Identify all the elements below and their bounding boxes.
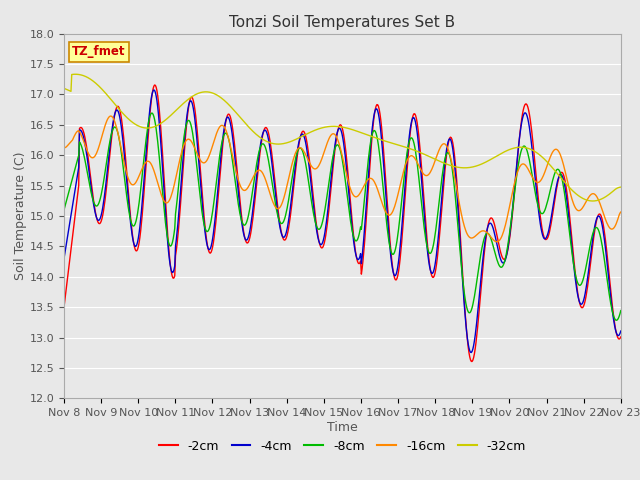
-8cm bbox=[127, 220, 135, 226]
-8cm bbox=[148, 110, 156, 116]
-2cm bbox=[60, 304, 68, 310]
-16cm bbox=[60, 145, 68, 151]
-8cm bbox=[617, 308, 625, 313]
-32cm bbox=[428, 155, 435, 160]
Title: Tonzi Soil Temperatures Set B: Tonzi Soil Temperatures Set B bbox=[229, 15, 456, 30]
-2cm bbox=[468, 359, 476, 364]
-8cm bbox=[428, 250, 435, 255]
-32cm bbox=[60, 85, 68, 91]
-16cm bbox=[107, 113, 115, 119]
-16cm bbox=[617, 209, 625, 215]
Text: TZ_fmet: TZ_fmet bbox=[72, 46, 126, 59]
-2cm bbox=[151, 82, 159, 88]
-8cm bbox=[60, 207, 68, 213]
X-axis label: Time: Time bbox=[327, 421, 358, 434]
-4cm bbox=[60, 256, 68, 262]
-32cm bbox=[617, 184, 625, 190]
-16cm bbox=[214, 127, 222, 132]
-4cm bbox=[127, 227, 135, 232]
-2cm bbox=[428, 270, 435, 276]
-4cm bbox=[411, 117, 419, 122]
-2cm bbox=[214, 194, 222, 200]
-2cm bbox=[185, 104, 193, 109]
-2cm bbox=[617, 334, 625, 340]
-16cm bbox=[70, 133, 78, 139]
-32cm bbox=[411, 147, 419, 153]
-4cm bbox=[185, 102, 193, 108]
-16cm bbox=[493, 239, 500, 245]
Y-axis label: Soil Temperature (C): Soil Temperature (C) bbox=[13, 152, 27, 280]
-8cm bbox=[70, 169, 78, 175]
-4cm bbox=[467, 349, 475, 355]
-16cm bbox=[128, 182, 136, 188]
-2cm bbox=[411, 111, 419, 117]
-8cm bbox=[612, 317, 620, 323]
-8cm bbox=[185, 118, 193, 123]
Line: -8cm: -8cm bbox=[64, 113, 621, 320]
-16cm bbox=[428, 168, 435, 174]
-4cm bbox=[70, 193, 78, 199]
-32cm bbox=[70, 72, 78, 77]
-32cm bbox=[589, 198, 596, 204]
-16cm bbox=[185, 136, 193, 142]
-32cm bbox=[214, 93, 222, 98]
-32cm bbox=[185, 96, 193, 102]
-16cm bbox=[411, 156, 419, 161]
Line: -4cm: -4cm bbox=[64, 90, 621, 352]
-2cm bbox=[127, 222, 135, 228]
Line: -2cm: -2cm bbox=[64, 85, 621, 361]
-4cm bbox=[150, 87, 157, 93]
Line: -16cm: -16cm bbox=[64, 116, 621, 242]
-2cm bbox=[70, 221, 78, 227]
Legend: -2cm, -4cm, -8cm, -16cm, -32cm: -2cm, -4cm, -8cm, -16cm, -32cm bbox=[154, 435, 531, 458]
Line: -32cm: -32cm bbox=[64, 74, 621, 201]
-8cm bbox=[411, 144, 419, 150]
-32cm bbox=[72, 72, 79, 77]
-4cm bbox=[214, 184, 222, 190]
-4cm bbox=[428, 269, 435, 275]
-8cm bbox=[214, 165, 222, 170]
-32cm bbox=[128, 119, 136, 125]
-4cm bbox=[617, 328, 625, 334]
